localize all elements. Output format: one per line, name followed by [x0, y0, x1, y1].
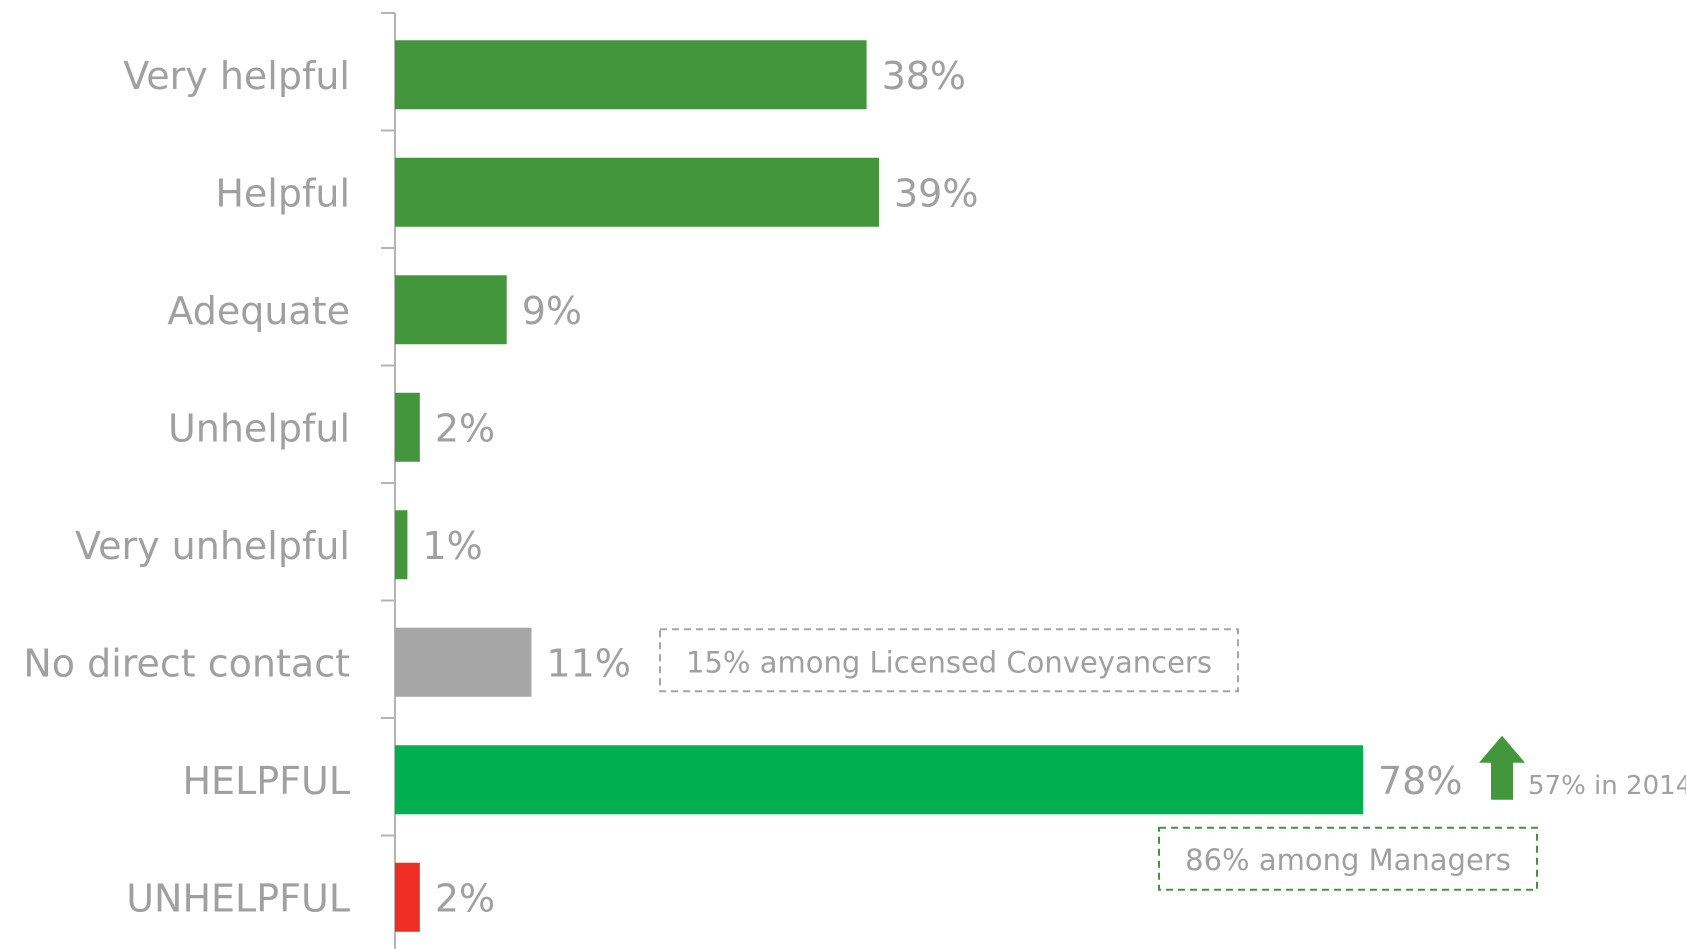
bar-adequate	[395, 275, 507, 345]
bar-helpful	[395, 745, 1363, 815]
category-label-very-unhelpful: Very unhelpful	[75, 524, 350, 568]
value-label-very-helpful: 38%	[882, 54, 966, 98]
bar-very-unhelpful	[395, 510, 408, 580]
bar-very-helpful	[395, 40, 867, 110]
category-label-very-helpful: Very helpful	[123, 54, 350, 98]
notes-layer: 15% among Licensed Conveyancers 86% among…	[659, 628, 1686, 891]
bars-layer	[395, 40, 1363, 932]
category-label-helpful: HELPFUL	[182, 759, 350, 803]
value-label-very-unhelpful: 1%	[422, 524, 482, 568]
bar-no-direct-contact	[395, 627, 532, 697]
category-label-unhelpful: Unhelpful	[168, 406, 350, 450]
value-label-unhelpful: 2%	[435, 406, 495, 450]
labels-layer: Very helpful 38% Helpful 39% Adequate 9% Unhel…	[23, 54, 1462, 921]
annotation-box-managers	[1158, 826, 1538, 891]
value-label-unhelpful: 2%	[435, 876, 495, 920]
value-label-no-direct-contact: 11%	[547, 641, 631, 685]
category-label-no-direct-contact: No direct contact	[23, 641, 350, 685]
annotation-text-licensed-conveyancers: 15% among Licensed Conveyancers	[686, 645, 1212, 679]
category-label-unhelpful: UNHELPFUL	[126, 876, 350, 920]
value-label-helpful: 39%	[894, 171, 978, 215]
bar-helpful	[395, 157, 879, 227]
bar-unhelpful	[395, 862, 420, 932]
trend-up-arrow-icon	[1479, 735, 1525, 800]
axis-layer	[381, 12, 396, 949]
value-label-adequate: 9%	[522, 289, 582, 333]
annotation-text-managers: 86% among Managers	[1185, 843, 1511, 877]
category-label-adequate: Adequate	[167, 289, 350, 333]
category-label-helpful: Helpful	[215, 171, 350, 215]
annotation-box-licensed-conveyancers	[659, 628, 1239, 693]
bar-unhelpful	[395, 392, 420, 462]
value-label-helpful: 78%	[1378, 759, 1462, 803]
trend-text: 57% in 2014	[1528, 771, 1686, 801]
